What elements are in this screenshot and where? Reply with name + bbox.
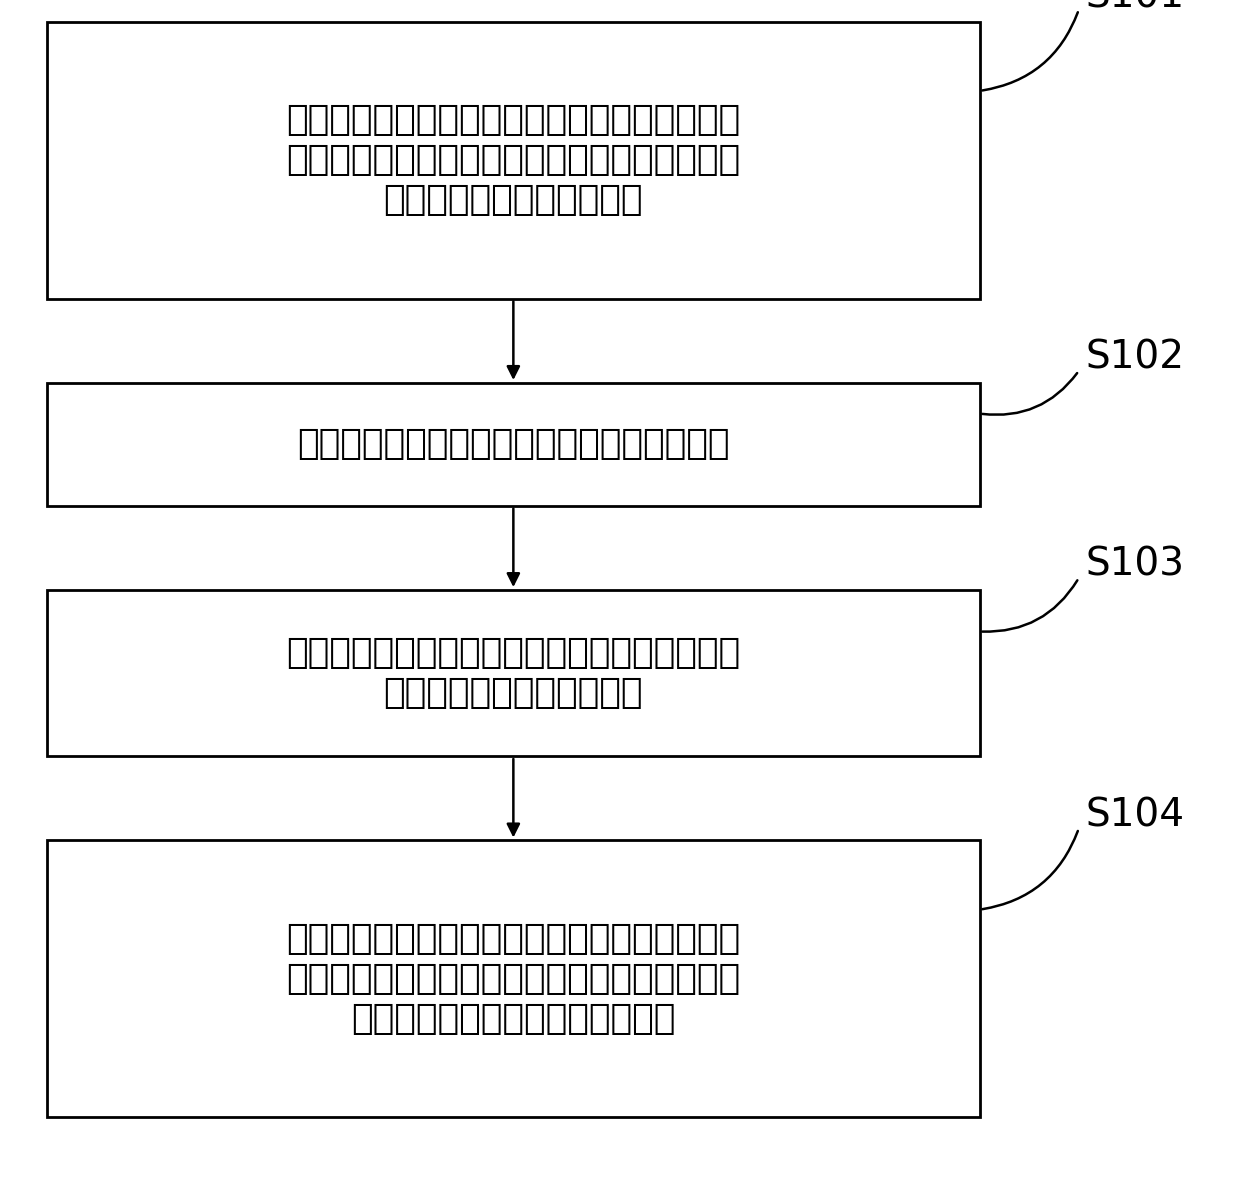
Text: 无人机集群中的某个无人机确定其通信覆盖范围: 无人机集群中的某个无人机确定其通信覆盖范围 (286, 102, 740, 137)
Bar (47, 590, 980, 756)
Text: S102: S102 (1085, 338, 1184, 377)
Text: S101: S101 (1085, 0, 1184, 16)
Text: 的多架无人机分配协作任务: 的多架无人机分配协作任务 (383, 677, 644, 710)
Text: 内满足协作条件的无人机，并根据满足协作条件: 内满足协作条件的无人机，并根据满足协作条件 (286, 143, 740, 177)
Bar (47, 840, 980, 1117)
Text: 的无人机建立无人机协作组: 的无人机建立无人机协作组 (383, 183, 644, 218)
Text: 确定无人机协作组中的多架无人机的机间路由: 确定无人机协作组中的多架无人机的机间路由 (298, 427, 729, 461)
Text: S103: S103 (1085, 545, 1184, 584)
Text: 的无人机及每架无人机的协作任务: 的无人机及每架无人机的协作任务 (351, 1002, 676, 1037)
Text: 根据机间路由的链路状态信息对无人机协作组中: 根据机间路由的链路状态信息对无人机协作组中 (286, 636, 740, 669)
Text: 估链路状态，并根据评估结果更新无人机协作组: 估链路状态，并根据评估结果更新无人机协作组 (286, 962, 740, 996)
Text: S104: S104 (1085, 796, 1184, 834)
Bar (47, 383, 980, 506)
Bar (47, 22, 980, 299)
Text: 根据无人机协作组中的多架无人机的运动状态评: 根据无人机协作组中的多架无人机的运动状态评 (286, 921, 740, 956)
